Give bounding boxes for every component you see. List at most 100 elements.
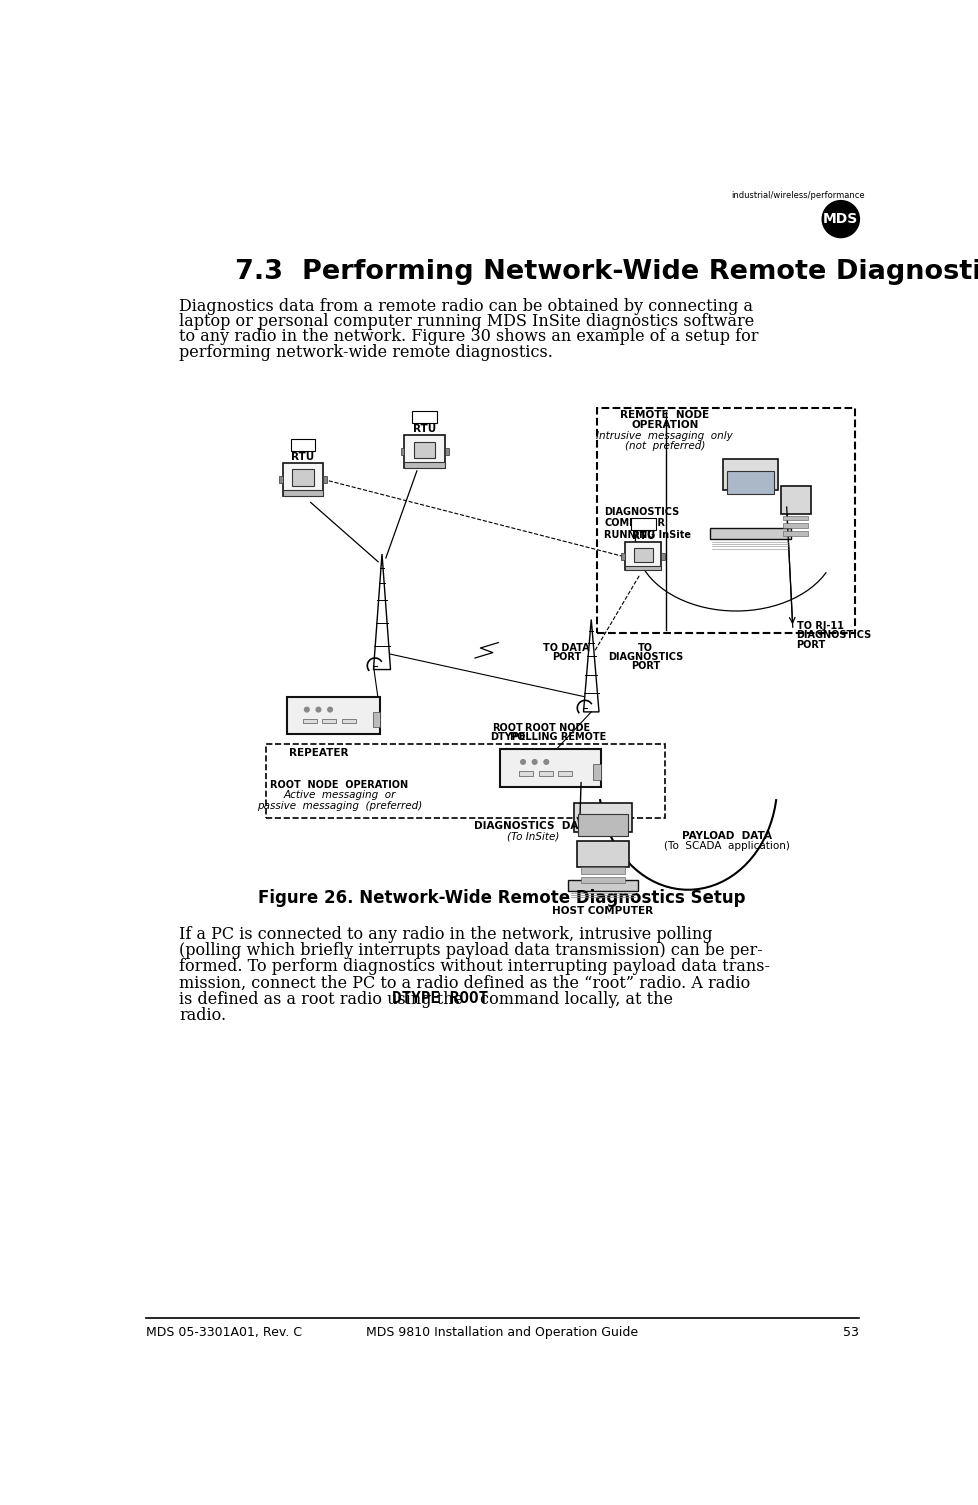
Text: performing network-wide remote diagnostics.: performing network-wide remote diagnosti…: [179, 343, 553, 361]
Bar: [444, 448, 448, 456]
Bar: [567, 880, 637, 891]
Bar: [581, 867, 625, 873]
Text: is defined as a root radio using the: is defined as a root radio using the: [179, 990, 467, 1008]
Text: If a PC is connected to any radio in the network, intrusive polling: If a PC is connected to any radio in the…: [179, 926, 712, 944]
Text: POLLING REMOTE: POLLING REMOTE: [510, 731, 605, 742]
Text: MDS 05-3301A01, Rev. C: MDS 05-3301A01, Rev. C: [146, 1326, 301, 1339]
Text: RTU: RTU: [413, 424, 436, 435]
Text: REMOTE  NODE: REMOTE NODE: [620, 409, 709, 420]
Text: Active  messaging  or: Active messaging or: [283, 790, 395, 801]
Bar: [782, 531, 808, 536]
Bar: [625, 566, 660, 570]
Text: PORT: PORT: [796, 640, 825, 650]
Bar: [726, 471, 774, 494]
Text: passive  messaging  (preferred): passive messaging (preferred): [256, 801, 422, 811]
Text: RUNNING InSite: RUNNING InSite: [603, 530, 690, 540]
Bar: [518, 771, 533, 775]
Text: (To  SCADA  application): (To SCADA application): [663, 841, 789, 852]
Bar: [265, 745, 664, 819]
Text: TO RJ-11: TO RJ-11: [796, 622, 843, 631]
Bar: [581, 877, 625, 883]
Text: formed. To perform diagnostics without interrupting payload data trans-: formed. To perform diagnostics without i…: [179, 959, 769, 975]
Text: RTU: RTU: [291, 452, 314, 462]
Bar: [302, 719, 317, 724]
Text: DIAGNOSTICS: DIAGNOSTICS: [603, 507, 679, 516]
Bar: [709, 528, 790, 539]
Text: MDS 9810 Installation and Operation Guide: MDS 9810 Installation and Operation Guid…: [366, 1326, 638, 1339]
Bar: [621, 552, 625, 560]
Bar: [283, 491, 323, 495]
Text: laptop or personal computer running MDS InSite diagnostics software: laptop or personal computer running MDS …: [179, 313, 753, 330]
Bar: [283, 464, 323, 495]
Text: ROOT NODE: ROOT NODE: [525, 722, 590, 733]
Text: mission, connect the PC to a radio defined as the “root” radio. A radio: mission, connect the PC to a radio defin…: [179, 974, 749, 992]
Bar: [574, 802, 632, 832]
Text: PAYLOAD  DATA: PAYLOAD DATA: [682, 831, 771, 841]
Text: COMPUTER: COMPUTER: [603, 518, 665, 528]
Text: TO DATA: TO DATA: [543, 643, 589, 653]
Bar: [373, 712, 380, 727]
Bar: [625, 542, 660, 570]
Text: (To InSite): (To InSite): [507, 831, 558, 841]
Bar: [630, 518, 655, 530]
Text: DIAGNOSTICS: DIAGNOSTICS: [607, 652, 683, 662]
Text: DTYPE: DTYPE: [489, 731, 525, 742]
Bar: [341, 719, 355, 724]
Bar: [322, 719, 335, 724]
Text: Intrusive  messaging  only: Intrusive messaging only: [596, 430, 733, 441]
Text: 7.3  Performing Network-Wide Remote Diagnostics: 7.3 Performing Network-Wide Remote Diagn…: [235, 259, 978, 284]
Bar: [596, 408, 854, 634]
Bar: [291, 470, 314, 486]
Text: PORT: PORT: [630, 661, 659, 671]
Bar: [290, 438, 315, 452]
Text: (not  preferred): (not preferred): [624, 441, 704, 452]
Circle shape: [520, 760, 525, 765]
Text: RTU: RTU: [631, 531, 654, 542]
Text: to any radio in the network. Figure 30 shows an example of a setup for: to any radio in the network. Figure 30 s…: [179, 328, 758, 346]
Text: command locally, at the: command locally, at the: [474, 990, 672, 1008]
Text: 53: 53: [842, 1326, 858, 1339]
Bar: [660, 552, 664, 560]
Text: ROOT: ROOT: [492, 722, 522, 733]
Circle shape: [304, 707, 309, 712]
Text: ROOT  NODE  OPERATION: ROOT NODE OPERATION: [270, 780, 408, 790]
Bar: [557, 771, 571, 775]
Circle shape: [822, 200, 859, 238]
Bar: [577, 841, 629, 867]
Bar: [414, 441, 435, 458]
Bar: [400, 448, 404, 456]
Circle shape: [532, 760, 537, 765]
Text: DIAGNOSTICS  DATA: DIAGNOSTICS DATA: [473, 822, 592, 831]
Bar: [323, 476, 327, 483]
Text: TO: TO: [638, 643, 652, 653]
Text: (polling which briefly interrupts payload data transmission) can be per-: (polling which briefly interrupts payloa…: [179, 942, 762, 959]
Bar: [288, 697, 380, 734]
Bar: [404, 462, 444, 468]
Bar: [780, 486, 810, 515]
Bar: [500, 749, 600, 787]
Bar: [577, 814, 628, 835]
Bar: [538, 771, 552, 775]
Text: PORT: PORT: [552, 652, 581, 662]
Circle shape: [328, 707, 333, 712]
Text: industrial/wireless/performance: industrial/wireless/performance: [731, 191, 864, 200]
Text: HOST COMPUTER: HOST COMPUTER: [552, 906, 652, 917]
Bar: [723, 459, 778, 491]
Text: OPERATION: OPERATION: [631, 420, 698, 430]
Text: REPEATER: REPEATER: [289, 748, 348, 759]
Bar: [412, 411, 436, 423]
Bar: [279, 476, 283, 483]
Bar: [782, 524, 808, 528]
Text: Diagnostics data from a remote radio can be obtained by connecting a: Diagnostics data from a remote radio can…: [179, 298, 752, 315]
Bar: [593, 765, 600, 780]
Bar: [633, 548, 652, 561]
Text: Figure 26. Network-Wide Remote Diagnostics Setup: Figure 26. Network-Wide Remote Diagnosti…: [258, 889, 745, 908]
Text: DTYPE ROOT: DTYPE ROOT: [391, 990, 488, 1005]
Bar: [782, 516, 808, 521]
Text: MDS: MDS: [822, 212, 858, 226]
Circle shape: [544, 760, 548, 765]
Bar: [404, 435, 444, 468]
Text: radio.: radio.: [179, 1007, 226, 1023]
Text: DIAGNOSTICS: DIAGNOSTICS: [796, 631, 871, 640]
Circle shape: [316, 707, 321, 712]
